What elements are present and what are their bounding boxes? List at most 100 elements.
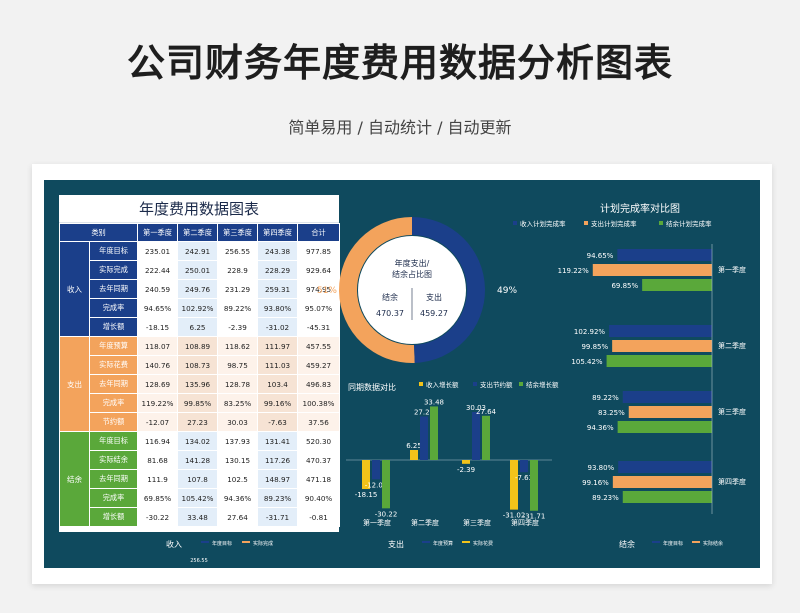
table-cell: -31.02	[257, 317, 299, 337]
table-cell: 99.85%	[177, 393, 219, 413]
plan-bar-label: 89.23%	[592, 494, 619, 502]
table-cell: 27.64	[217, 507, 259, 527]
table-cell: 111.9	[137, 469, 179, 489]
plan-bar-label: 99.85%	[581, 343, 608, 351]
yoy-bar	[382, 460, 390, 509]
table-cell: 457.55	[297, 336, 341, 356]
table-cell: -31.71	[257, 507, 299, 527]
group-label: 结余	[59, 431, 90, 527]
group-label: 收入	[59, 241, 90, 337]
bottom-income-value: 256.55	[190, 558, 208, 564]
row-label: 年度预算	[88, 336, 139, 356]
plan-bar	[622, 491, 712, 503]
yoy-bar	[430, 406, 438, 460]
yoy-bar-label: -18.15	[355, 491, 378, 499]
plan-category-label: 第一季度	[718, 265, 746, 274]
table-row: 节约额 -12.07 27.23 30.03 -7.63 37.56	[60, 412, 341, 432]
plan-legend-swatch	[584, 221, 588, 225]
group-label: 支出	[59, 336, 90, 432]
yoy-bar	[372, 460, 380, 480]
table-cell: 259.31	[257, 279, 299, 299]
table-cell: 108.89	[177, 336, 219, 356]
bottom-income-label: 收入	[166, 539, 182, 549]
plan-bar	[612, 340, 712, 352]
dashboard: 年度费用数据图表 类别 第一季度 第二季度 第三季度 第四季度 合计 收入年度目…	[44, 180, 760, 568]
plan-bar-label: 89.22%	[592, 394, 619, 402]
donut-left-value: 470.37	[376, 309, 404, 318]
table-row: 完成率 94.65% 102.92% 89.22% 93.80% 95.07%	[60, 298, 341, 318]
bottom-balance-legend-swatch-2	[692, 541, 700, 543]
page-subtitle: 简单易用 / 自动统计 / 自动更新	[288, 118, 512, 137]
table-cell: -0.81	[297, 507, 341, 527]
donut-right-value: 459.27	[420, 309, 448, 318]
plan-category-label: 第四季度	[718, 477, 746, 486]
yoy-bar-label: -31.02	[503, 512, 526, 520]
yoy-category-label: 第一季度	[363, 518, 391, 527]
table-cell: 520.30	[297, 431, 341, 451]
donut-right-label: 支出	[426, 292, 442, 302]
yoy-bar-label: 6.25	[406, 442, 422, 450]
yoy-legend-label: 支出节约额	[480, 380, 513, 389]
row-label: 完成率	[88, 393, 139, 413]
bottom-balance-legend-swatch-1	[652, 541, 660, 543]
table-cell: 235.01	[137, 241, 179, 261]
row-label: 增长额	[88, 507, 139, 527]
table-cell: 128.69	[137, 374, 179, 394]
plan-bar	[606, 355, 712, 367]
yoy-chart-title: 同期数据对比	[348, 382, 396, 392]
row-label: 年度目标	[88, 431, 139, 451]
table-row: 支出 年度预算 118.07 108.89 118.62 111.97 457.55	[59, 336, 341, 432]
table-row: 增长额 -30.22 33.48 27.64 -31.71 -0.81	[60, 507, 341, 527]
donut-right-pct: 49%	[497, 286, 517, 296]
yoy-bar-label: -31.71	[523, 513, 546, 521]
plan-bar	[617, 421, 712, 433]
table-cell: 240.59	[137, 279, 179, 299]
bottom-income-legend-1: 年度目标	[212, 540, 232, 547]
table-cell: 141.28	[177, 450, 219, 470]
plan-bar	[617, 249, 712, 261]
table-row: 去年同期 111.9 107.8 102.5 148.97 471.18	[60, 469, 341, 489]
yoy-legend-label: 结余增长额	[526, 380, 559, 389]
table-row: 完成率 69.85% 105.42% 94.36% 89.23% 90.40%	[60, 488, 341, 508]
yoy-bar	[362, 460, 370, 490]
table-cell: 974.95	[297, 279, 341, 299]
table-cell: 249.76	[177, 279, 219, 299]
plan-category-label: 第二季度	[718, 341, 746, 350]
yoy-bar-label: 33.48	[424, 398, 444, 406]
plan-bar	[592, 264, 712, 276]
page-title: 公司财务年度费用数据分析图表	[126, 41, 673, 85]
yoy-bar-label: 30.03	[466, 404, 486, 412]
table-cell: 471.18	[297, 469, 341, 489]
table-title: 年度费用数据图表	[59, 195, 339, 223]
table-row: 结余 年度目标 116.94 134.02 137.93 131.41 520.30	[59, 431, 341, 527]
yoy-legend-swatch	[473, 382, 477, 386]
table-cell: 103.4	[257, 374, 299, 394]
yoy-bar	[410, 450, 418, 460]
table-cell: 148.97	[257, 469, 299, 489]
yoy-bar	[530, 460, 538, 511]
yoy-bar-label: -2.39	[457, 466, 475, 474]
table-row: 实际结余 81.68 141.28 130.15 117.26 470.37	[60, 450, 341, 470]
table-header-row: 类别 第一季度 第二季度 第三季度 第四季度 合计	[58, 223, 341, 242]
header-category: 类别	[58, 223, 139, 242]
plan-bar-label: 105.42%	[571, 358, 602, 366]
plan-bar-label: 94.65%	[587, 252, 614, 260]
header-q3: 第三季度	[217, 223, 259, 242]
bottom-expense-legend-1: 年度预算	[433, 540, 453, 547]
bottom-balance-legend-2: 实际结余	[703, 540, 723, 547]
donut-center-title-2: 结余占比图	[392, 269, 432, 279]
table-cell: 228.9	[217, 260, 259, 280]
table-cell: 117.26	[257, 450, 299, 470]
plan-bar	[628, 406, 712, 418]
yoy-bar-label: -12.07	[365, 481, 388, 489]
bottom-expense-legend-swatch-2	[462, 541, 470, 543]
header-q1: 第一季度	[137, 223, 179, 242]
yoy-bar	[420, 416, 428, 460]
plan-bar-label: 69.85%	[611, 282, 638, 290]
plan-legend-swatch	[659, 221, 663, 225]
yoy-bar	[482, 415, 490, 460]
table-cell: 90.40%	[297, 488, 341, 508]
bottom-expense-legend-swatch-1	[422, 541, 430, 543]
